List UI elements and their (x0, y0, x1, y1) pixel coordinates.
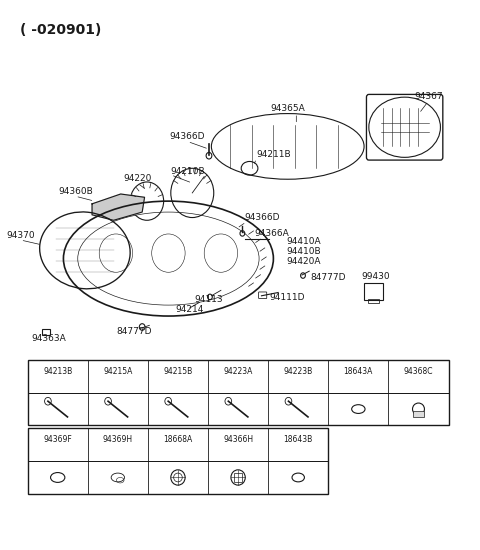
Bar (413, 411, 424, 417)
Text: 94111D: 94111D (270, 293, 305, 301)
Text: 94410A: 94410A (287, 238, 322, 246)
Text: 94366A: 94366A (254, 229, 289, 238)
Text: 94369H: 94369H (103, 435, 133, 444)
Text: 94360B: 94360B (58, 187, 93, 196)
Text: 94410B: 94410B (287, 247, 322, 256)
Text: 94365A: 94365A (270, 104, 305, 113)
Text: 18643A: 18643A (344, 367, 373, 376)
Text: 94368C: 94368C (404, 367, 433, 376)
Text: 99430: 99430 (362, 272, 390, 282)
Text: 94363A: 94363A (32, 334, 67, 343)
Text: 94367: 94367 (414, 92, 443, 101)
Bar (42, 329, 49, 335)
Text: 94214: 94214 (176, 305, 204, 314)
Text: 84777D: 84777D (116, 327, 152, 336)
Text: 18668A: 18668A (163, 435, 192, 444)
Text: 94215B: 94215B (163, 367, 192, 376)
Text: 94210B: 94210B (171, 167, 205, 176)
Bar (368, 299, 379, 304)
Text: 94211B: 94211B (257, 150, 291, 159)
Text: 94113: 94113 (195, 295, 223, 304)
Bar (364, 283, 383, 300)
Bar (28, 428, 328, 494)
Text: 94366D: 94366D (170, 133, 205, 141)
Text: 94370: 94370 (6, 231, 35, 240)
Bar (234, 473, 242, 482)
Text: 94215A: 94215A (103, 367, 132, 376)
Text: 94366H: 94366H (223, 435, 253, 444)
Bar (28, 360, 448, 426)
Polygon shape (92, 194, 144, 221)
Text: 84777D: 84777D (311, 273, 346, 283)
Text: 94213B: 94213B (43, 367, 72, 376)
Text: 94369F: 94369F (43, 435, 72, 444)
Text: 94223B: 94223B (284, 367, 313, 376)
Text: ( -020901): ( -020901) (21, 23, 102, 37)
Text: 94220: 94220 (123, 174, 152, 183)
Text: 94366D: 94366D (245, 213, 280, 222)
Text: 18643B: 18643B (284, 435, 313, 444)
Text: 94420A: 94420A (287, 257, 321, 266)
Text: 94223A: 94223A (223, 367, 253, 376)
